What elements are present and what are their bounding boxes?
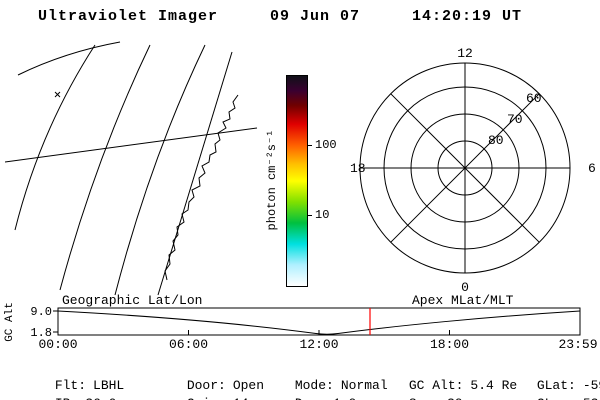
strip-xtick-1200: 12:00 — [299, 337, 338, 352]
status-flt: Flt: LBHL — [8, 363, 124, 393]
app-title: Ultraviolet Imager — [38, 8, 219, 25]
status-gain-value: 14 — [233, 396, 249, 400]
status-gcalt-value: 5.4 Re — [470, 378, 518, 393]
status-dsp: Dsp: 1.9 — [248, 381, 357, 400]
strip-ytick-top: 9.0 — [30, 305, 52, 319]
map-gridlines — [5, 41, 258, 296]
status-door-label: Door: — [186, 378, 226, 393]
status-gain-label: Gain: — [187, 396, 226, 400]
colorbar-unit-label: photon cm⁻²s⁻¹ — [265, 130, 279, 231]
colorbar-gradient — [286, 75, 308, 287]
strip-xtick-0000: 00:00 — [38, 337, 77, 352]
status-gain: Gain: 14 — [140, 381, 249, 400]
colorbar-tick-mark-100 — [307, 145, 312, 146]
status-dsp-label: Dsp: — [295, 396, 326, 400]
strip-axis-ticks — [53, 310, 581, 335]
strip-xtick-0600: 06:00 — [169, 337, 208, 352]
status-seq-value: 39 — [447, 396, 463, 400]
status-seq: Seq: 39 — [362, 381, 463, 400]
status-door-value: Open — [232, 378, 265, 393]
polar-caption: Apex MLat/MLT — [412, 293, 514, 308]
status-dsp-value: 1.9 — [333, 396, 356, 400]
colorbar-tick-mark-10 — [307, 215, 312, 216]
apex-mlat-mlt-dial: 12 18 6 0 80 70 60 — [350, 46, 596, 295]
status-ip-label: IP: — [55, 396, 78, 400]
status-flt-value: LBHL — [93, 378, 125, 393]
mlat-label-70: 70 — [507, 112, 523, 127]
mlat-label-80: 80 — [488, 133, 504, 148]
status-door: Door: Open — [140, 363, 264, 393]
mlt-label-12: 12 — [457, 46, 473, 61]
coastline — [164, 94, 239, 281]
polar-spokes — [360, 63, 570, 273]
status-glat: GLat: -59.0 — [490, 363, 600, 393]
mlat-label-60: 60 — [526, 91, 542, 106]
status-gcalt-label: GC Alt: — [408, 378, 464, 393]
status-glat-label: GLat: — [536, 378, 576, 393]
mlt-label-6: 6 — [588, 161, 596, 176]
strip-ytick-bottom: 1.8 — [30, 326, 52, 340]
status-mode-value: Normal — [340, 378, 388, 393]
mlt-label-18: 18 — [350, 161, 366, 176]
status-glat-value: -59.0 — [582, 378, 600, 393]
status-glon: GLon: 53.5 — [490, 381, 600, 400]
map-annotation-mark — [54, 91, 61, 98]
colorbar-unit-label-svg: photon cm⁻²s⁻¹ — [265, 130, 279, 231]
status-glon-label: GLon: — [537, 396, 576, 400]
header-time: 14:20:19 UT — [412, 8, 523, 25]
gc-alt-strip-chart: GC Alt 9.0 1.8 00:00 06:00 12:00 18:00 2… — [4, 302, 598, 352]
status-seq-label: Seq: — [409, 396, 440, 400]
mlt-label-0: 0 — [461, 280, 469, 295]
orbit-altitude-curve — [57, 310, 581, 335]
status-flt-label: Flt: — [54, 378, 87, 393]
map-caption: Geographic Lat/Lon — [62, 293, 203, 308]
strip-xtick-1800: 18:00 — [430, 337, 469, 352]
strip-ylabel: GC Alt — [4, 302, 16, 342]
status-mode: Mode: Normal — [248, 363, 388, 393]
colorbar-tick-10: 10 — [315, 208, 330, 222]
geographic-map-panel — [5, 41, 258, 296]
colorbar-tick-100: 100 — [315, 138, 337, 152]
status-mode-label: Mode: — [294, 378, 334, 393]
strip-xtick-2359: 23:59 — [558, 337, 597, 352]
status-ip-value: 36.0 — [85, 396, 116, 400]
header-date: 09 Jun 07 — [270, 8, 361, 25]
status-glon-value: 53.5 — [583, 396, 600, 400]
status-ip: IP: 36.0 — [8, 381, 117, 400]
status-gcalt: GC Alt: 5.4 Re — [362, 363, 517, 393]
